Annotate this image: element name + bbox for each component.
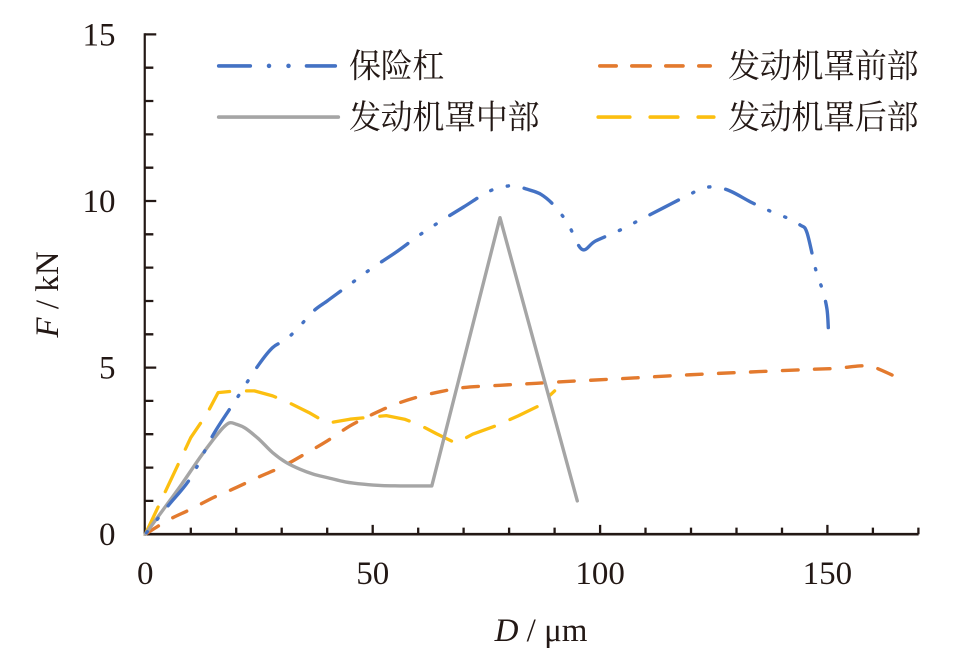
svg-text:0: 0 (99, 517, 116, 553)
svg-text:50: 50 (356, 556, 389, 592)
svg-text:150: 150 (803, 556, 853, 592)
svg-text:5: 5 (99, 351, 116, 387)
svg-text:10: 10 (83, 184, 116, 220)
svg-text:F / kN: F / kN (30, 251, 66, 338)
svg-text:15: 15 (83, 17, 116, 53)
svg-text:0: 0 (137, 556, 154, 592)
svg-text:D / μm: D / μm (494, 613, 588, 649)
svg-text:100: 100 (575, 556, 625, 592)
